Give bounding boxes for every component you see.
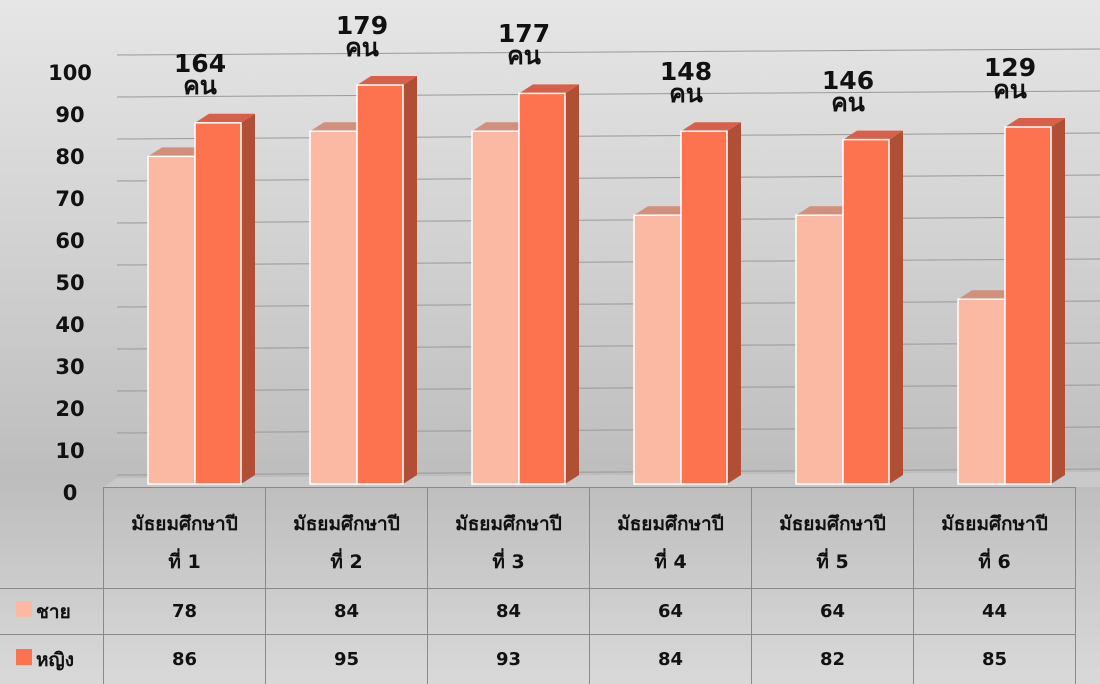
- bar: [194, 122, 242, 485]
- legend-swatch: [16, 648, 32, 665]
- legend-entry: หญิง: [0, 634, 103, 684]
- grid-line: [116, 468, 1100, 476]
- bar: [633, 214, 682, 485]
- category-label: มัธยมศึกษาปี ที่ 2: [265, 487, 427, 588]
- total-label: 177 คน: [497, 19, 551, 71]
- total-label: 179 คน: [335, 11, 389, 62]
- grid-line: [116, 216, 1100, 224]
- y-tick-label: 60: [55, 229, 85, 253]
- category-label: มัธยมศึกษาปี ที่ 5: [751, 487, 913, 588]
- bar-top: [681, 122, 741, 132]
- legend-entry: ชาย: [0, 588, 103, 634]
- grid-line: [116, 300, 1100, 308]
- grid-line: [116, 384, 1100, 392]
- bar-top: [472, 122, 533, 132]
- table-value: 84: [265, 588, 427, 634]
- table-value: 64: [589, 588, 751, 634]
- table-value: 82: [751, 634, 913, 684]
- bar: [795, 214, 844, 485]
- table-value: 64: [751, 588, 913, 634]
- bar-top: [148, 147, 209, 157]
- bar: [1004, 126, 1052, 485]
- grid-line: [116, 90, 1100, 98]
- bar: [680, 130, 728, 485]
- y-tick-label: 20: [55, 397, 85, 421]
- total-label: 146 คน: [821, 65, 875, 117]
- y-tick-label: 100: [48, 61, 92, 85]
- bar-top: [796, 206, 857, 216]
- y-tick-label: 70: [55, 187, 85, 211]
- legend-label: ชาย: [36, 600, 71, 623]
- total-label: 164 คน: [173, 48, 227, 100]
- bar-side: [565, 84, 579, 485]
- bar-top: [195, 113, 255, 123]
- total-label: 129 คน: [983, 53, 1037, 104]
- grid-line: [116, 426, 1100, 434]
- bar: [471, 130, 520, 485]
- grid-line: [116, 132, 1100, 140]
- bar-side: [1051, 118, 1065, 484]
- table-value: 84: [427, 588, 589, 634]
- bar-top: [310, 122, 371, 132]
- total-label: 148 คน: [659, 57, 713, 109]
- bar-top: [357, 76, 417, 85]
- grid-line: [116, 342, 1100, 350]
- bar-side: [727, 122, 741, 484]
- table-value: 84: [589, 634, 751, 684]
- grid-line: [116, 174, 1100, 182]
- bar-top: [843, 130, 903, 140]
- y-tick-label: 80: [55, 145, 85, 169]
- bar-side: [889, 130, 903, 484]
- category-label: มัธยมศึกษาปี ที่ 6: [913, 487, 1075, 588]
- table-value: 78: [103, 588, 265, 634]
- y-tick-label: 50: [55, 271, 85, 295]
- table-value: 44: [913, 588, 1075, 634]
- bar-top: [958, 290, 1019, 300]
- bar: [518, 92, 566, 485]
- grid-line: [116, 258, 1100, 266]
- bar-top: [634, 206, 695, 216]
- category-label: มัธยมศึกษาปี ที่ 1: [103, 487, 265, 588]
- category-label: มัธยมศึกษาปี ที่ 4: [589, 487, 751, 588]
- legend-swatch: [16, 600, 32, 617]
- table-top-border: [103, 487, 1075, 488]
- y-tick-label: 40: [55, 313, 85, 337]
- category-label: มัธยมศึกษาปี ที่ 3: [427, 487, 589, 588]
- legend-label: หญิง: [36, 648, 74, 671]
- table-value: 95: [265, 634, 427, 684]
- table-value: 85: [913, 634, 1075, 684]
- table-value: 93: [427, 634, 589, 684]
- bar: [957, 298, 1006, 485]
- y-tick-label: 0: [62, 481, 78, 505]
- bar: [147, 155, 196, 485]
- grid-line: [116, 48, 1100, 56]
- table-value: 86: [103, 634, 265, 684]
- bar: [309, 130, 358, 485]
- y-tick-label: 90: [55, 103, 85, 127]
- y-tick-label: 10: [55, 439, 85, 463]
- bar: [356, 84, 404, 485]
- bar: [842, 138, 890, 485]
- bar-side: [241, 113, 255, 485]
- bar-side: [403, 76, 417, 484]
- bar-top: [519, 84, 579, 94]
- bar-top: [1005, 118, 1065, 127]
- y-tick-label: 30: [55, 355, 85, 379]
- table-right-border: [1075, 487, 1076, 684]
